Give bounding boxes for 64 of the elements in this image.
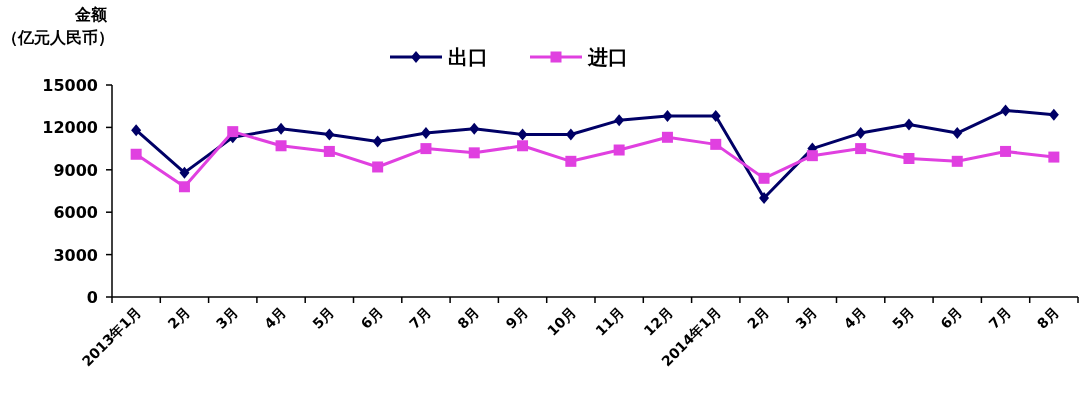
point bbox=[806, 150, 818, 162]
point bbox=[903, 118, 914, 131]
point bbox=[903, 152, 915, 164]
point bbox=[614, 114, 625, 127]
point bbox=[951, 155, 963, 167]
legend-label: 进口 bbox=[587, 45, 628, 69]
x-tick-label: 3月 bbox=[792, 303, 821, 332]
point bbox=[420, 127, 431, 140]
point bbox=[131, 124, 142, 137]
x-tick-label: 4月 bbox=[840, 303, 869, 332]
x-tick-label: 10月 bbox=[543, 303, 579, 339]
x-tick-label: 8月 bbox=[1033, 303, 1062, 332]
x-tick-label: 4月 bbox=[261, 303, 290, 332]
point bbox=[662, 110, 673, 123]
point bbox=[855, 143, 867, 155]
y-tick-label: 6000 bbox=[53, 203, 98, 223]
y-tick-label: 15000 bbox=[42, 76, 98, 95]
point bbox=[759, 192, 770, 205]
x-tick-label: 11月 bbox=[592, 303, 628, 339]
point bbox=[179, 166, 190, 179]
point bbox=[710, 110, 721, 123]
x-tick-label: 2月 bbox=[164, 303, 193, 332]
point bbox=[855, 127, 866, 140]
x-tick-label: 5月 bbox=[309, 303, 338, 332]
point bbox=[420, 143, 432, 155]
x-tick-label: 7月 bbox=[405, 303, 435, 332]
x-tick-label: 12月 bbox=[640, 303, 676, 339]
x-tick-label: 8月 bbox=[454, 303, 483, 332]
legend-label: 出口 bbox=[448, 45, 488, 69]
point bbox=[1000, 145, 1012, 157]
point bbox=[1000, 104, 1011, 117]
point bbox=[276, 122, 287, 135]
y-tick-label: 3000 bbox=[53, 245, 98, 265]
x-tick-label: 7月 bbox=[985, 303, 1014, 332]
y-tick-label: 9000 bbox=[53, 160, 98, 180]
y-axis-title: 金额（亿元人民币） bbox=[2, 5, 114, 47]
point bbox=[323, 145, 335, 157]
x-tick-label: 2月 bbox=[744, 303, 773, 332]
x-tick-label: 3月 bbox=[212, 303, 241, 332]
point bbox=[372, 135, 383, 148]
point bbox=[710, 138, 722, 150]
point bbox=[661, 131, 673, 143]
x-tick-label: 6月 bbox=[937, 303, 966, 332]
point bbox=[1048, 151, 1060, 163]
point bbox=[469, 122, 480, 135]
y-tick-label: 12000 bbox=[42, 118, 98, 138]
point bbox=[758, 172, 770, 184]
x-tick-label: 5月 bbox=[888, 303, 918, 332]
point bbox=[565, 155, 577, 167]
point bbox=[1048, 108, 1059, 121]
point bbox=[952, 127, 963, 140]
point bbox=[130, 148, 142, 160]
point bbox=[517, 128, 528, 141]
point bbox=[613, 144, 625, 156]
point bbox=[324, 128, 335, 141]
point bbox=[275, 140, 287, 152]
y-tick-label: 0 bbox=[86, 288, 98, 307]
point bbox=[372, 161, 384, 173]
x-tick-label: 9月 bbox=[502, 303, 531, 332]
point bbox=[178, 181, 190, 193]
point bbox=[468, 147, 480, 159]
x-tick-label: 6月 bbox=[357, 303, 386, 332]
point bbox=[227, 126, 239, 138]
point bbox=[517, 140, 529, 152]
